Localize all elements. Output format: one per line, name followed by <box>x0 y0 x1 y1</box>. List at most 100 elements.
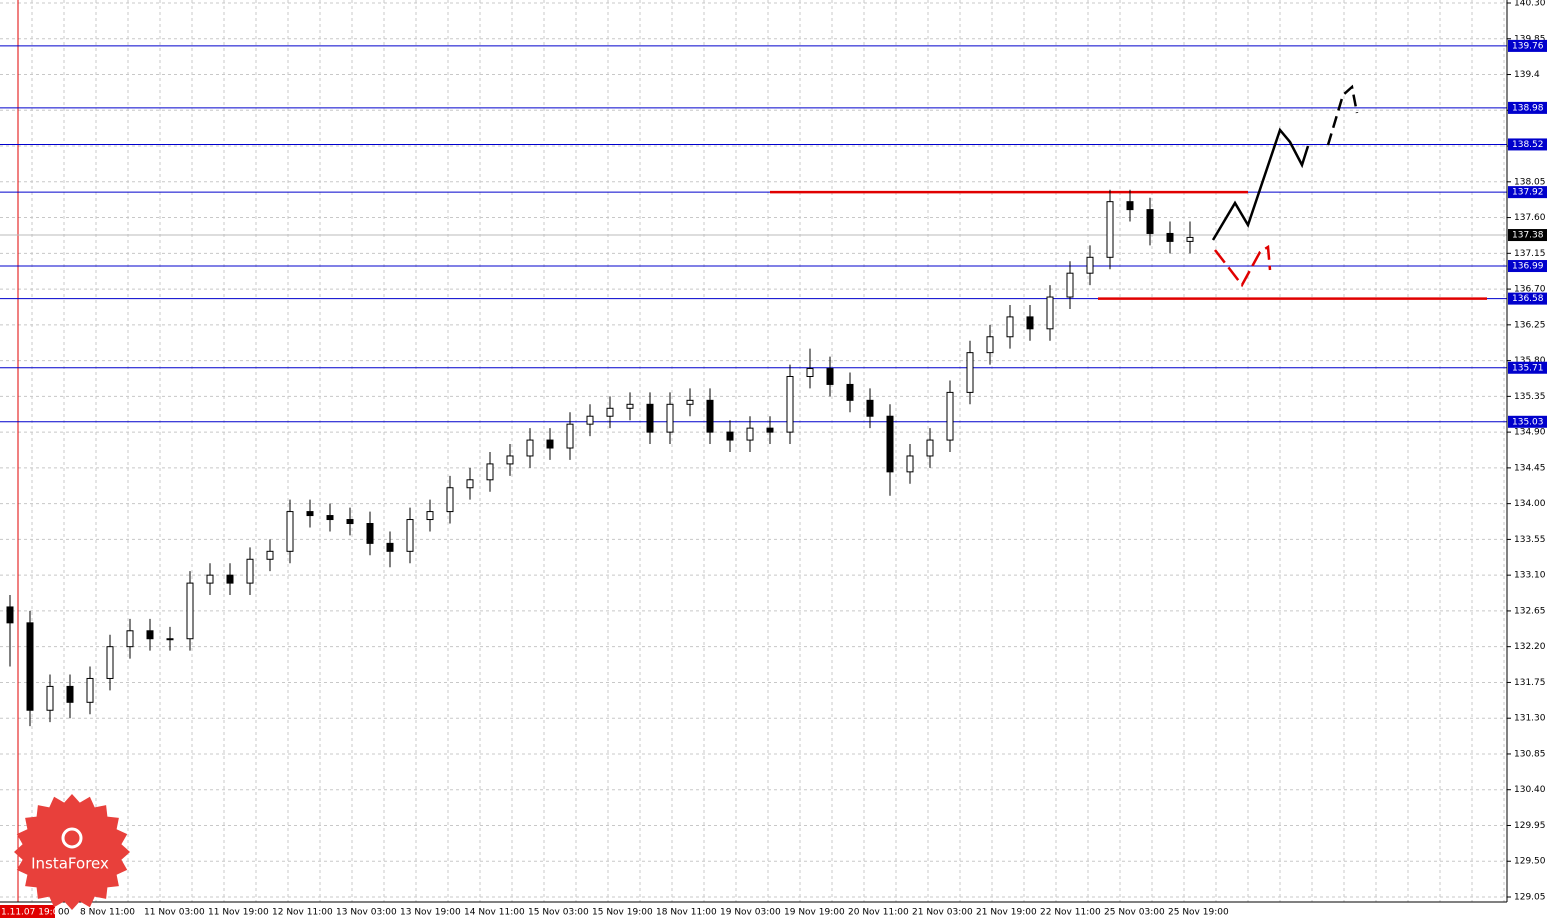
candle-body <box>1006 316 1014 338</box>
level-label: 137.92 <box>1512 188 1544 198</box>
level-label-box <box>1508 260 1547 273</box>
level-label-box <box>1508 101 1547 114</box>
y-tick-label: 135.80 <box>1514 356 1546 366</box>
grid <box>0 0 1507 902</box>
candle-body <box>106 646 114 679</box>
candle-body <box>1186 236 1194 242</box>
candle-body <box>346 519 354 525</box>
x-tick-label: 1.11.07 19:00 <box>1 908 64 918</box>
x-tick-label: 15 Nov 19:00 <box>592 908 653 918</box>
current-price-box <box>1508 229 1547 242</box>
level-label-box <box>1508 361 1547 374</box>
logo: InstaForex <box>14 794 130 910</box>
candle-body <box>626 403 634 409</box>
level-label-box <box>1508 415 1547 428</box>
candle-body <box>926 439 934 457</box>
y-tick-label: 133.10 <box>1514 571 1546 581</box>
x-tick-label: 00 <box>58 908 70 918</box>
y-tick-label: 133.55 <box>1514 535 1546 545</box>
x-tick-label: 15 Nov 03:00 <box>528 908 589 918</box>
y-tick-label: 136.25 <box>1514 320 1546 330</box>
logo-icon <box>61 827 83 849</box>
level-label-box <box>1508 138 1547 151</box>
y-tick-label: 129.05 <box>1514 893 1546 903</box>
candle-body <box>466 479 474 489</box>
levels <box>0 45 1507 423</box>
candle-body <box>646 403 654 433</box>
x-tick-label: 13 Nov 03:00 <box>336 908 397 918</box>
x-tick-label: 8 Nov 11:00 <box>80 908 135 918</box>
candle-body <box>506 455 514 465</box>
candle-body <box>746 427 754 441</box>
candle-body <box>986 336 994 354</box>
forecast <box>1211 84 1359 288</box>
level-label-box <box>1508 292 1547 305</box>
x-tick-label: 25 Nov 19:00 <box>1168 908 1229 918</box>
level-label: 138.98 <box>1512 103 1544 113</box>
candle-body <box>946 391 954 441</box>
x-tick-label: 19 Nov 19:00 <box>784 908 845 918</box>
x-tick-label: 21 Nov 03:00 <box>912 908 973 918</box>
forecast-alt <box>1214 244 1272 288</box>
level-label: 139.76 <box>1512 41 1544 51</box>
logo-badge <box>14 794 130 910</box>
candle-body <box>1126 201 1134 211</box>
candle-body <box>1146 209 1154 234</box>
candle-body <box>566 423 574 449</box>
level-label: 136.99 <box>1512 262 1544 272</box>
candle-body <box>846 383 854 401</box>
candle-body <box>426 511 434 521</box>
candle-body <box>886 415 894 473</box>
y-tick-label: 131.30 <box>1514 714 1546 724</box>
candle-body <box>706 399 714 433</box>
candle-body <box>666 403 674 433</box>
candle-body <box>226 574 234 584</box>
y-tick-label: 130.40 <box>1514 785 1546 795</box>
candle-body <box>1066 272 1074 298</box>
y-tick-label: 136.70 <box>1514 285 1546 295</box>
candle-body <box>686 399 694 405</box>
candle-body <box>386 542 394 552</box>
candle-body <box>1046 296 1054 330</box>
candles <box>6 189 1194 727</box>
y-tick-label: 129.95 <box>1514 821 1546 831</box>
y-tick-label: 130.85 <box>1514 749 1546 759</box>
candle-body <box>46 685 54 711</box>
current-price-label: 137.38 <box>1512 231 1544 241</box>
y-tick-label: 135.35 <box>1514 392 1546 402</box>
candle-body <box>146 630 154 640</box>
y-tick-label: 138.05 <box>1514 177 1546 187</box>
candle-body <box>786 375 794 433</box>
candle-body <box>906 455 914 473</box>
y-tick-label: 140.30 <box>1514 0 1546 9</box>
candle-body <box>526 439 534 457</box>
x-label-box <box>0 905 55 918</box>
y-tick-label: 134.00 <box>1514 499 1546 509</box>
y-tick-label: 139.4 <box>1514 70 1540 80</box>
candle-body <box>266 550 274 560</box>
y-tick-label: 137.15 <box>1514 249 1546 259</box>
candle-body <box>726 431 734 441</box>
level-label-box <box>1508 39 1547 52</box>
candle-body <box>26 622 34 711</box>
y-tick-label: 129.50 <box>1514 857 1546 867</box>
candle-body <box>406 519 414 552</box>
y-tick-label: 137.60 <box>1514 213 1546 223</box>
y-tick-label: 134.45 <box>1514 463 1546 473</box>
level-label: 138.52 <box>1512 140 1544 150</box>
x-tick-label: 25 Nov 03:00 <box>1104 908 1165 918</box>
candle-body <box>366 523 374 544</box>
x-tick-label: 14 Nov 11:00 <box>464 908 525 918</box>
y-tick-label: 139.85 <box>1514 34 1546 44</box>
y-tick-label: 134.90 <box>1514 428 1546 438</box>
candle-body <box>866 399 874 417</box>
candle-body <box>306 511 314 517</box>
x-tick-label: 21 Nov 19:00 <box>976 908 1037 918</box>
forecast-path <box>1211 127 1310 241</box>
candle-body <box>486 463 494 481</box>
level-label: 135.71 <box>1512 363 1544 373</box>
candle-body <box>446 487 454 513</box>
